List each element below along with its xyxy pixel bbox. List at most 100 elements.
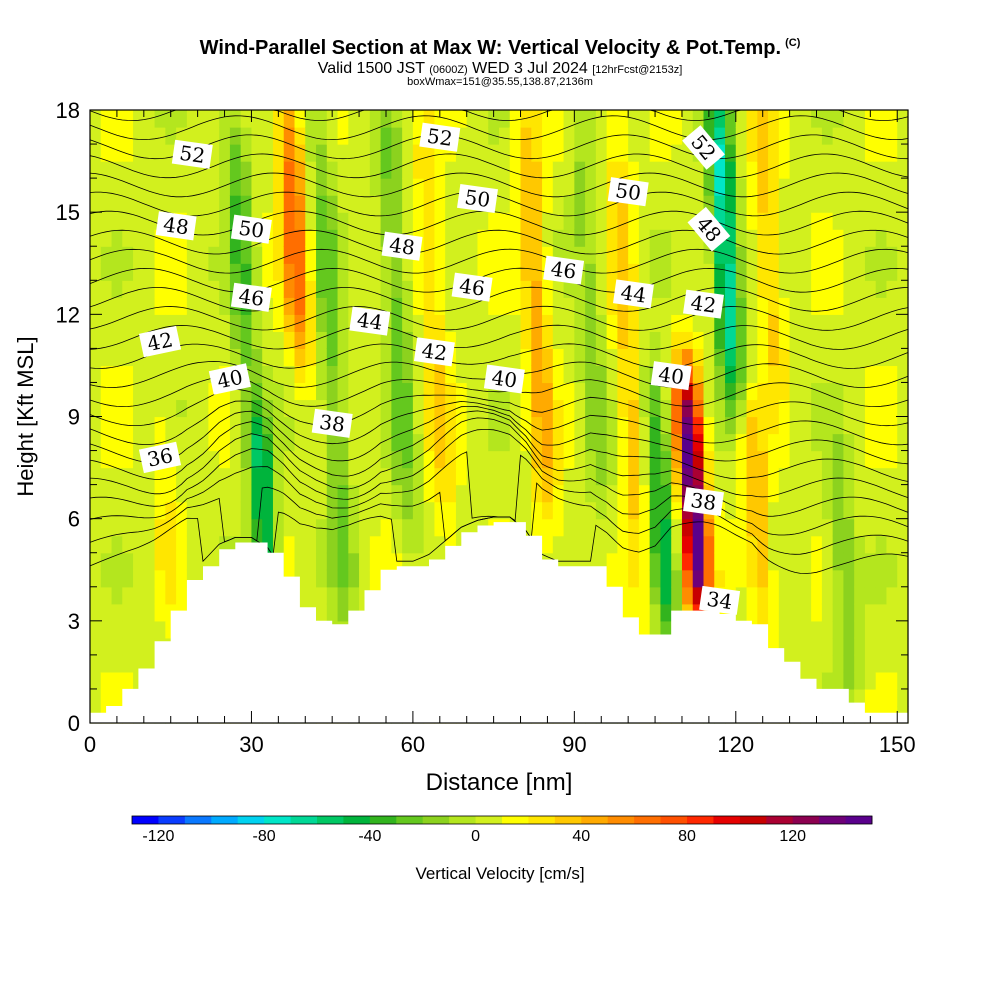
velocity-cell [606,331,618,349]
velocity-cell [402,144,414,162]
velocity-cell [445,246,457,264]
velocity-cell [272,518,285,537]
velocity-cell [499,144,511,162]
velocity-cell [294,161,306,179]
velocity-cell [326,144,339,162]
velocity-cell [778,314,791,332]
velocity-cell [552,314,565,332]
contour-label-text: 52 [426,124,455,151]
velocity-cell [811,178,823,196]
velocity-cell [574,195,586,213]
velocity-cell [219,144,231,162]
velocity-cell [337,297,349,315]
velocity-cell [165,229,177,247]
velocity-cell [509,433,522,452]
velocity-cell [821,195,834,213]
velocity-cell [746,535,758,554]
velocity-cell [402,348,414,367]
velocity-cell [369,280,382,298]
velocity-cell [100,654,113,673]
velocity-cell [714,416,726,435]
velocity-cell [283,501,296,520]
velocity-cell [477,450,489,469]
velocity-cell [854,637,866,656]
velocity-cell [574,484,586,503]
velocity-cell [531,467,543,486]
velocity-cell [369,246,382,264]
velocity-cell [746,110,758,128]
velocity-cell [843,144,855,162]
velocity-cell [186,518,199,537]
contour-label-text: 34 [705,587,734,614]
velocity-cell [326,569,339,588]
velocity-cell [369,365,382,384]
velocity-cell [466,331,479,349]
velocity-cell [531,382,543,401]
velocity-cell [768,280,780,298]
velocity-cell [671,331,683,349]
velocity-cell [412,518,425,537]
velocity-cell [337,518,349,537]
velocity-cell [789,569,801,588]
velocity-cell [391,331,403,349]
theta-contour-line [89,305,909,331]
velocity-cell [757,433,769,452]
velocity-cell [348,501,360,520]
velocity-cell [186,433,199,452]
velocity-cell [326,552,339,571]
velocity-cell [832,314,845,332]
velocity-cell [681,110,694,128]
velocity-cell [638,348,651,367]
velocity-cell [854,331,866,349]
velocity-cell [100,127,113,145]
velocity-cell [229,144,242,162]
velocity-cell [681,586,694,605]
velocity-cell [316,501,328,520]
velocity-cell [294,433,306,452]
velocity-cell [649,229,662,247]
velocity-cell [272,229,285,247]
velocity-cell [165,144,177,162]
velocity-cell [294,229,306,247]
velocity-cell [445,144,457,162]
velocity-cell [875,467,888,486]
velocity-cell [897,671,909,690]
velocity-cell [886,467,898,486]
velocity-cell [369,399,382,418]
velocity-cell [563,144,575,162]
velocity-cell [111,569,123,588]
velocity-cell [165,416,177,435]
velocity-cell [617,603,629,622]
velocity-cell [660,501,672,520]
velocity-cell [262,450,274,469]
velocity-cell [186,110,199,128]
velocity-cell [423,535,436,554]
velocity-cell [337,263,349,281]
velocity-cell [251,433,263,452]
velocity-cell [219,314,231,332]
velocity-cell [897,110,909,128]
velocity-cell [778,569,791,588]
velocity-cell [466,144,479,162]
velocity-cell [143,586,156,605]
velocity-cell [725,552,737,571]
contour-label-box [230,282,272,312]
velocity-cell [445,297,457,315]
velocity-cell [122,569,134,588]
contour-label-text: 44 [356,307,385,334]
velocity-cell [628,416,640,435]
velocity-cell [671,314,683,332]
velocity-cell [412,161,425,179]
velocity-cell [864,297,877,315]
velocity-cell [757,586,769,605]
velocity-cell [251,365,263,384]
velocity-cell [638,161,651,179]
theta-contour-line [89,429,909,517]
velocity-cell [595,297,608,315]
velocity-cell [283,246,296,264]
velocity-cell [606,552,618,571]
contour-label-text: 50 [237,216,266,243]
velocity-cell [886,603,898,622]
velocity-cell [628,586,640,605]
velocity-cell [768,127,780,145]
